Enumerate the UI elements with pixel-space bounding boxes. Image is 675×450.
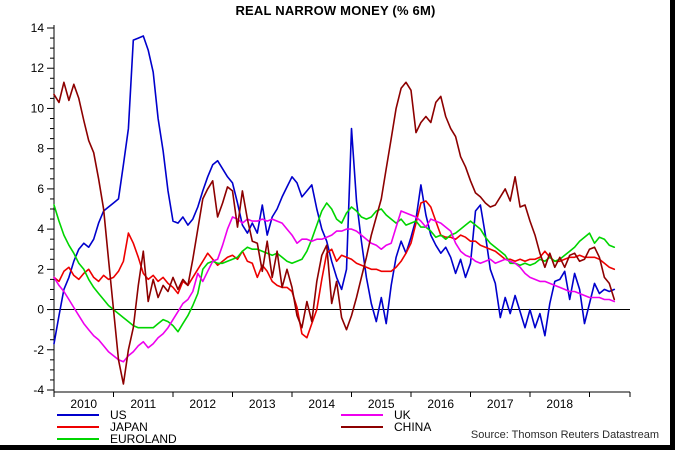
x-tick-label: 2018	[546, 397, 573, 411]
legend-item-japan: JAPAN	[57, 421, 177, 433]
window-border-bottom	[0, 445, 675, 450]
x-tick-label: 2014	[308, 397, 335, 411]
x-tick-label: 2011	[130, 397, 156, 411]
x-tick-label: 2012	[189, 397, 216, 411]
legend-line-swatch	[57, 426, 99, 428]
x-tick-label: 2016	[427, 397, 454, 411]
y-tick-label: 14	[31, 21, 45, 35]
y-tick-label: 10	[31, 101, 45, 115]
legend-line-swatch	[57, 438, 99, 440]
series-line-us	[53, 35, 616, 345]
source-credit: Source: Thomson Reuters Datastream	[470, 429, 659, 441]
y-tick-label: 8	[37, 142, 44, 156]
window-border-right	[670, 0, 675, 450]
y-tick-label: -2	[33, 343, 44, 357]
legend-label: UK	[394, 408, 411, 422]
legend-item-uk: UK	[341, 409, 431, 421]
legend-item-us: US	[57, 409, 177, 421]
legend-item-euroland: EUROLAND	[57, 433, 177, 445]
y-tick-label: 0	[37, 303, 44, 317]
y-tick-label: 4	[37, 222, 44, 236]
x-tick-label: 2010	[70, 397, 97, 411]
chart-title: REAL NARROW MONEY (% 6M)	[235, 3, 436, 18]
series-line-uk	[53, 210, 616, 363]
legend-label: EUROLAND	[110, 432, 177, 446]
y-tick-label: 12	[31, 61, 45, 75]
y-tick-label: 6	[37, 182, 44, 196]
x-tick-label: 2017	[487, 397, 514, 411]
legend-column-right: UK CHINA	[341, 409, 431, 433]
series-line-japan	[53, 200, 616, 339]
x-tick-label: 2015	[368, 397, 395, 411]
series-line-china	[53, 81, 616, 385]
x-tick-label: 2013	[249, 397, 276, 411]
legend-line-swatch	[57, 414, 99, 416]
legend-line-swatch	[341, 426, 383, 428]
y-tick-label: -4	[33, 383, 44, 397]
legend-line-swatch	[341, 414, 383, 416]
legend-label: CHINA	[394, 420, 432, 434]
legend-item-china: CHINA	[341, 421, 431, 433]
legend-label: US	[110, 408, 127, 422]
y-tick-label: 2	[37, 262, 44, 276]
series-line-euroland	[53, 202, 616, 333]
legend-label: JAPAN	[110, 420, 148, 434]
legend-column-left: US JAPAN EUROLAND	[57, 409, 177, 445]
